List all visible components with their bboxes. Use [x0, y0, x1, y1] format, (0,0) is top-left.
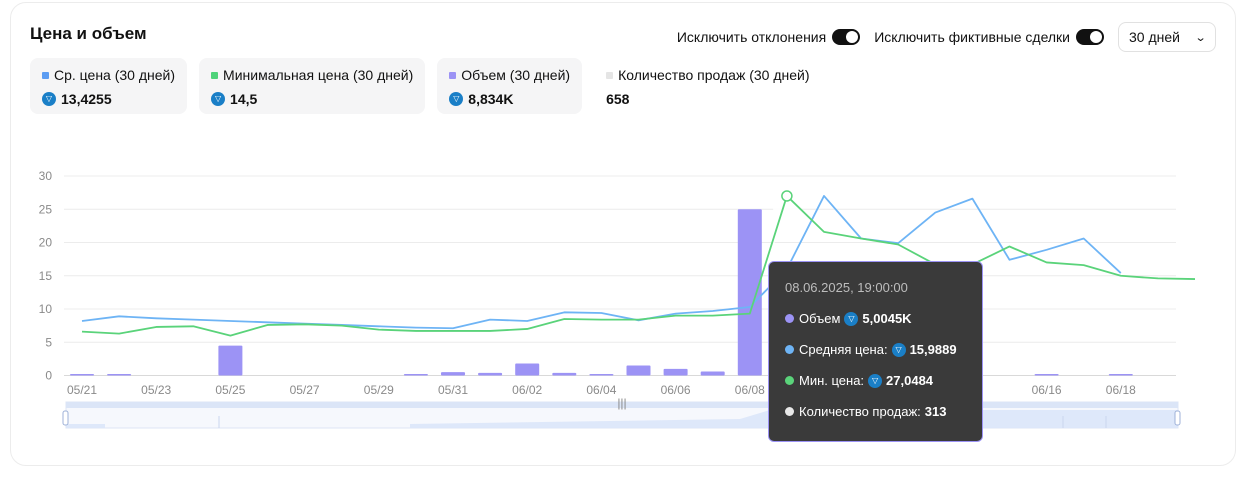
- exclude-fake-switch[interactable]: [1076, 29, 1104, 45]
- volume-bar: [1034, 374, 1059, 376]
- legend-volume-marker: [449, 71, 457, 79]
- ton-icon: ▽: [42, 92, 56, 106]
- x-tick-label: 05/25: [215, 383, 245, 397]
- ton-icon: ▽: [891, 342, 906, 357]
- volume-bar: [737, 209, 762, 376]
- x-tick-label: 06/06: [661, 383, 691, 397]
- tooltip-count-value: 313: [924, 404, 947, 419]
- volume-bar: [218, 345, 243, 376]
- zoom-slider-grip-icon[interactable]: |||: [617, 396, 626, 410]
- exclude-outliers-label: Исключить отклонения: [676, 29, 827, 45]
- ton-icon: ▽: [868, 373, 883, 388]
- min-price-line: [81, 195, 1196, 337]
- volume-bar: [589, 374, 614, 376]
- stat-volume: Объем (30 дней) ▽ 8,834K: [437, 58, 583, 114]
- zoom-slider-right-handle[interactable]: [1174, 410, 1181, 426]
- chart-tooltip: 08.06.2025, 19:00:00 Объем ▽ 5,0045K Сре…: [768, 261, 983, 442]
- y-tick-label: 15: [39, 269, 53, 283]
- volume-bar: [1108, 374, 1133, 376]
- exclude-outliers-toggle[interactable]: Исключить отклонения: [676, 29, 861, 45]
- tooltip-volume-label: Объем: [799, 311, 841, 326]
- x-tick-label: 06/18: [1106, 383, 1136, 397]
- tooltip-avg-value: 15,9889: [909, 342, 957, 357]
- avg-price-line: [81, 195, 1122, 330]
- volume-bar: [107, 374, 132, 376]
- volume-bar: [663, 368, 688, 376]
- y-tick-label: 20: [39, 236, 53, 250]
- tooltip-count-label: Количество продаж:: [799, 404, 921, 419]
- legend-count-marker: [606, 71, 614, 79]
- period-select[interactable]: 30 дней ⌄: [1118, 22, 1216, 52]
- stat-avg-value: 13,4255: [61, 91, 112, 107]
- x-tick-label: 05/27: [290, 383, 320, 397]
- tooltip-volume-value: 5,0045K: [862, 311, 912, 326]
- stat-volume-label: Объем (30 дней): [461, 67, 571, 83]
- stat-min-price: Минимальная цена (30 дней) ▽ 14,5: [199, 58, 426, 114]
- tooltip-avg-dot: [785, 345, 794, 354]
- x-tick-label: 05/23: [141, 383, 171, 397]
- y-tick-label: 10: [39, 302, 53, 316]
- x-tick-label: 06/16: [1032, 383, 1062, 397]
- chart-controls: Исключить отклонения Исключить фиктивные…: [677, 22, 1216, 52]
- exclude-fake-label: Исключить фиктивные сделки: [874, 29, 1070, 45]
- stat-avg-price: Ср. цена (30 дней) ▽ 13,4255: [30, 58, 188, 114]
- stat-avg-label: Ср. цена (30 дней): [54, 67, 176, 83]
- ton-icon: ▽: [844, 311, 859, 326]
- tooltip-avg-label: Средняя цена:: [799, 342, 888, 357]
- volume-bar: [441, 372, 465, 376]
- volume-bar: [626, 365, 651, 376]
- tooltip-avg-row: Средняя цена: ▽ 15,9889: [785, 342, 982, 357]
- exclude-outliers-switch[interactable]: [832, 29, 861, 45]
- stat-volume-value: 8,834K: [468, 91, 514, 107]
- tooltip-count-dot: [785, 407, 794, 416]
- x-tick-label: 06/08: [735, 383, 765, 397]
- stat-sales-count: Количество продаж (30 дней) 658: [594, 58, 821, 114]
- tooltip-count-row: Количество продаж: 313: [785, 404, 982, 419]
- volume-bar: [478, 372, 503, 376]
- y-tick-label: 25: [39, 202, 53, 216]
- exclude-fake-toggle[interactable]: Исключить фиктивные сделки: [874, 29, 1104, 45]
- stats-row: Ср. цена (30 дней) ▽ 13,4255 Минимальная …: [30, 58, 822, 114]
- tooltip-min-row: Мин. цена: ▽ 27,0484: [785, 373, 982, 388]
- y-tick-label: 0: [45, 369, 52, 383]
- volume-bar: [552, 372, 577, 376]
- ton-icon: ▽: [211, 92, 226, 106]
- legend-avg-marker: [42, 71, 49, 79]
- stat-count-label: Количество продаж (30 дней): [618, 67, 810, 83]
- volume-bar: [70, 374, 94, 376]
- y-tick-label: 5: [45, 335, 52, 349]
- x-tick-label: 06/02: [512, 383, 542, 397]
- min-highlight-point: [781, 190, 793, 202]
- volume-bar: [700, 371, 725, 376]
- tooltip-volume-dot: [785, 314, 794, 323]
- chevron-down-icon: ⌄: [1194, 31, 1207, 44]
- x-tick-label: 05/31: [438, 383, 468, 397]
- stat-count-value: 658: [606, 91, 630, 107]
- y-tick-label: 30: [39, 169, 53, 183]
- tooltip-min-dot: [785, 376, 794, 385]
- tooltip-min-label: Мин. цена:: [799, 373, 865, 388]
- zoom-slider-left-handle[interactable]: [62, 410, 69, 426]
- stat-min-value: 14,5: [230, 91, 258, 107]
- zoom-slider-top-bar: [66, 402, 1178, 408]
- stat-min-label: Минимальная цена (30 дней): [223, 67, 414, 83]
- x-tick-label: 06/04: [586, 383, 616, 397]
- legend-min-marker: [211, 71, 219, 79]
- volume-bar: [515, 363, 540, 376]
- tooltip-date: 08.06.2025, 19:00:00: [785, 280, 908, 295]
- tooltip-volume-row: Объем ▽ 5,0045K: [785, 311, 982, 326]
- x-tick-label: 05/21: [67, 383, 97, 397]
- ton-icon: ▽: [449, 92, 464, 106]
- volume-bar: [403, 374, 428, 376]
- x-tick-label: 05/29: [364, 383, 394, 397]
- tooltip-min-value: 27,0484: [886, 373, 934, 388]
- period-select-value: 30 дней: [1129, 29, 1180, 45]
- card-title: Цена и объем: [30, 24, 147, 43]
